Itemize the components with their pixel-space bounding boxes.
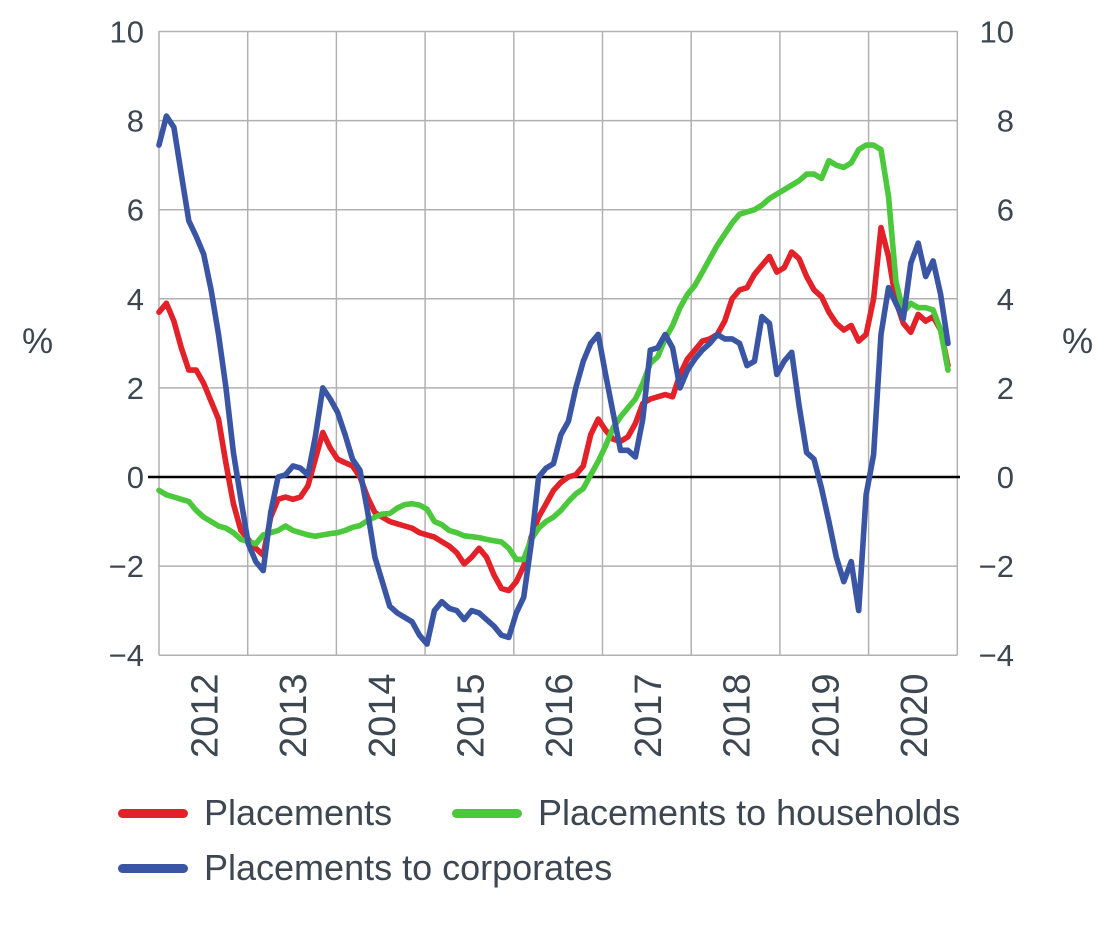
x-tick-label-year: 2019 bbox=[805, 673, 847, 758]
y-tick-label-left: 4 bbox=[127, 282, 144, 317]
x-tick-label-year: 2015 bbox=[450, 673, 492, 758]
series-line-placements-to-corporates bbox=[156, 113, 951, 647]
legend-item-placements: Placements bbox=[118, 791, 392, 835]
y-tick-label-right: −2 bbox=[979, 549, 1014, 584]
y-tick-label-left: −2 bbox=[109, 549, 144, 584]
legend-item-placements-to-households: Placements to households bbox=[452, 791, 960, 835]
x-tick-label-year: 2012 bbox=[184, 673, 226, 758]
x-tick-label-year: 2020 bbox=[894, 673, 936, 758]
x-tick-label-year: 2017 bbox=[628, 673, 670, 758]
y-tick-label-left: 2 bbox=[127, 371, 144, 406]
y-tick-label-right: −4 bbox=[979, 638, 1014, 673]
legend-label-placements-to-corporates: Placements to corporates bbox=[204, 847, 613, 888]
y-tick-label-left: 0 bbox=[127, 460, 144, 495]
y-tick-label-right: 6 bbox=[997, 193, 1014, 228]
legend-swatch-placements-icon bbox=[118, 808, 188, 818]
y-tick-label-right: 8 bbox=[997, 104, 1014, 139]
y-axis-unit-left: % bbox=[22, 322, 54, 361]
y-tick-label-left: 10 bbox=[110, 15, 144, 50]
legend-swatch-households-icon bbox=[452, 808, 522, 818]
legend-swatch-corporates-icon bbox=[118, 863, 188, 873]
legend-label-placements-to-households: Placements to households bbox=[538, 792, 961, 833]
legend-label-placements: Placements bbox=[204, 792, 393, 833]
x-tick-label-year: 2018 bbox=[717, 673, 759, 758]
y-tick-label-right: 0 bbox=[997, 460, 1014, 495]
y-tick-label-left: 8 bbox=[127, 104, 144, 139]
y-tick-label-right: 10 bbox=[980, 15, 1014, 50]
y-tick-label-left: 6 bbox=[127, 193, 144, 228]
series-line-placements bbox=[156, 224, 951, 594]
y-tick-label-left: −4 bbox=[109, 638, 144, 673]
x-tick-label-year: 2016 bbox=[539, 673, 581, 758]
y-tick-label-right: 4 bbox=[997, 282, 1014, 317]
y-tick-label-right: 2 bbox=[997, 371, 1014, 406]
x-tick-label-year: 2013 bbox=[273, 673, 315, 758]
x-tick-label-year: 2014 bbox=[362, 673, 404, 758]
y-axis-unit-right: % bbox=[1062, 322, 1094, 361]
legend-item-placements-to-corporates: Placements to corporates bbox=[118, 846, 612, 890]
series-line-placements-to-households bbox=[156, 142, 951, 563]
